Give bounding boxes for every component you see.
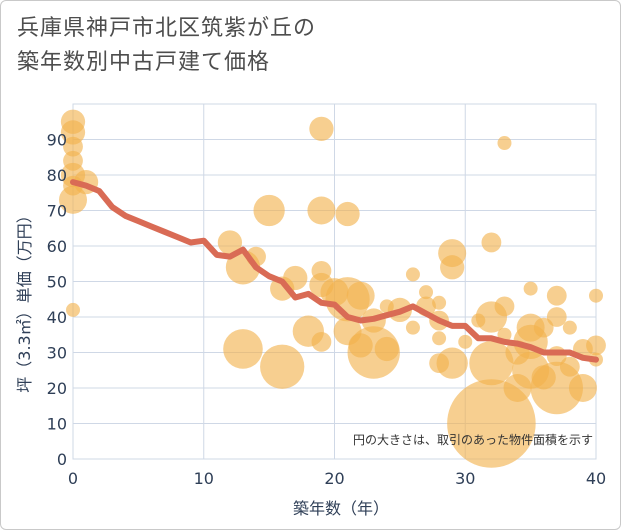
bubble-point xyxy=(260,344,305,389)
x-axis-label: 築年数（年） xyxy=(293,499,389,518)
bubble-point xyxy=(66,302,80,317)
bubble-point xyxy=(60,120,86,145)
y-tick-label: 0 xyxy=(57,450,67,469)
x-tick-label: 10 xyxy=(194,469,214,488)
bubble-point xyxy=(283,265,308,291)
y-tick-label: 20 xyxy=(47,379,67,398)
bubble-point xyxy=(432,295,447,310)
x-tick-label: 20 xyxy=(324,469,344,488)
bubble-point xyxy=(533,317,554,338)
bubble-point xyxy=(546,285,567,306)
bubble-point xyxy=(586,335,606,356)
bubble-point xyxy=(497,136,512,151)
y-tick-label: 80 xyxy=(47,166,67,185)
bubble-point xyxy=(346,281,375,310)
bubble-point xyxy=(469,341,514,386)
size-note: 円の大きさは、取引のあった物件面積を示す xyxy=(353,432,593,447)
bubble-point xyxy=(63,136,83,157)
bubble-point xyxy=(309,116,334,141)
bubble-point xyxy=(481,232,502,253)
bubble-point xyxy=(59,185,87,214)
y-tick-label: 40 xyxy=(47,308,67,327)
bubble-point xyxy=(374,336,399,362)
bubble-point xyxy=(458,334,473,349)
bubble-point xyxy=(523,281,538,296)
bubble-point xyxy=(307,196,336,225)
chart-title-line-1: 兵庫県神戸市北区筑紫が丘の xyxy=(17,16,317,41)
chart-title-line-2: 築年数別中古戸建て価格 xyxy=(17,50,271,75)
y-axis-label: 坪（3.3㎡）単価（万円） xyxy=(15,207,34,392)
bubble-point xyxy=(546,307,567,327)
bubble-point xyxy=(405,267,420,282)
bubble-point xyxy=(253,194,285,227)
axis-ticks: 0 10 20 30 40 50 60 70 80 90 0 10 20 30 40 xyxy=(47,131,607,489)
x-tick-label: 40 xyxy=(586,469,606,488)
bubble-point xyxy=(562,320,577,335)
bubble-point xyxy=(311,331,332,352)
chart-title: 兵庫県神戸市北区筑紫が丘の 築年数別中古戸建て価格 xyxy=(17,12,316,80)
bubble-point xyxy=(440,255,465,280)
bubble-point xyxy=(559,356,580,377)
bubble-point xyxy=(568,374,597,402)
bubble-point xyxy=(223,329,263,369)
bubble-point xyxy=(217,230,243,255)
bubble-point xyxy=(335,201,360,227)
bubble-point xyxy=(494,296,515,317)
y-tick-label: 30 xyxy=(47,344,67,363)
bubble-point xyxy=(419,285,434,300)
bubble-point xyxy=(432,331,447,346)
bubble-point xyxy=(436,347,468,379)
y-tick-label: 50 xyxy=(47,273,67,292)
bubble-point xyxy=(589,288,603,303)
y-tick-label: 60 xyxy=(47,237,67,256)
bubble-series xyxy=(59,109,606,468)
y-tick-label: 10 xyxy=(47,415,67,434)
x-tick-label: 30 xyxy=(455,469,475,488)
trend-line xyxy=(70,179,599,363)
bubble-point xyxy=(405,320,420,335)
y-tick-label: 70 xyxy=(47,202,67,221)
x-tick-label: 0 xyxy=(68,469,78,488)
y-tick-label: 90 xyxy=(47,131,67,150)
